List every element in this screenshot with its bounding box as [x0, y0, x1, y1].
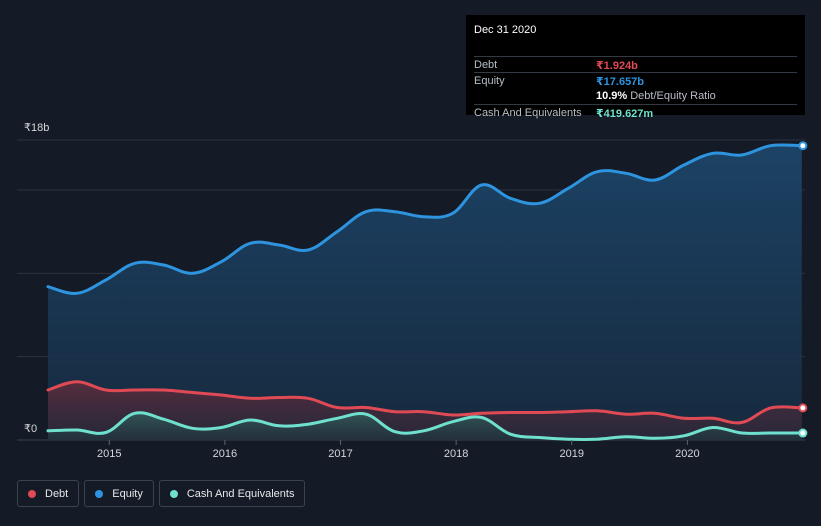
chart-legend: Debt Equity Cash And Equivalents — [17, 480, 306, 507]
series-areas — [48, 144, 802, 440]
legend-debt-label: Debt — [45, 487, 69, 500]
legend-cash-dot — [169, 489, 178, 498]
y-axis-bottom-label: ₹0 — [24, 423, 37, 435]
axes: ₹18b ₹0 — [24, 122, 49, 435]
tooltip-ratio-value-wrap: 10.9% Debt/Equity Ratio — [596, 90, 716, 102]
tooltip-cash-value: ₹419.627m — [596, 108, 654, 120]
y-axis-top-label: ₹18b — [24, 122, 49, 134]
legend-cash-label: Cash And Equivalents — [186, 487, 295, 500]
tooltip-row-equity: Equity ₹17.657b — [474, 72, 797, 89]
cash-area — [48, 412, 802, 440]
legend-item-debt[interactable]: Debt — [17, 480, 80, 507]
x-tick-label-2020: 2020 — [675, 448, 699, 460]
end-markers — [798, 141, 808, 438]
tooltip-cash-label: Cash And Equivalents — [474, 107, 582, 119]
equity-line — [46, 143, 804, 295]
legend-equity-dot — [95, 489, 104, 498]
tooltip-row-debt: Debt ₹1.924b — [474, 56, 797, 73]
legend-item-cash[interactable]: Cash And Equivalents — [158, 480, 306, 507]
equity-end-marker — [798, 141, 808, 151]
tooltip-equity-value: ₹17.657b — [596, 76, 645, 88]
legend-debt-dot — [28, 489, 36, 498]
x-tick-label-2019: 2019 — [560, 448, 584, 460]
tooltip-ratio-value: 10.9% — [596, 90, 628, 102]
tooltip-row-cash: Cash And Equivalents ₹419.627m — [474, 104, 797, 121]
series-lines — [46, 143, 804, 441]
legend-equity-label: Equity — [112, 487, 143, 500]
tooltip-debt-label: Debt — [474, 59, 498, 71]
cash-end-marker — [798, 428, 808, 438]
tooltip-ratio-text: Debt/Equity Ratio — [630, 90, 716, 102]
legend-item-equity[interactable]: Equity — [84, 480, 154, 507]
equity-area — [48, 144, 802, 440]
tooltip-row-ratio: 10.9% Debt/Equity Ratio — [474, 88, 797, 104]
tooltip-date: Dec 31 2020 — [474, 24, 537, 36]
cash-line — [46, 411, 804, 441]
debt-end-marker — [798, 403, 808, 413]
x-tick-label-2015: 2015 — [97, 448, 121, 460]
tooltip-panel: Dec 31 2020 Debt ₹1.924b Equity ₹17.657b… — [466, 15, 805, 120]
x-axis-ticks: 2015 2016 2017 2018 2019 2020 — [97, 440, 700, 460]
debt-line — [46, 380, 804, 425]
tooltip-equity-label: Equity — [474, 75, 505, 87]
x-tick-label-2016: 2016 — [213, 448, 237, 460]
x-tick-label-2018: 2018 — [444, 448, 468, 460]
tooltip-debt-value: ₹1.924b — [596, 60, 638, 72]
x-tick-label-2017: 2017 — [328, 448, 352, 460]
